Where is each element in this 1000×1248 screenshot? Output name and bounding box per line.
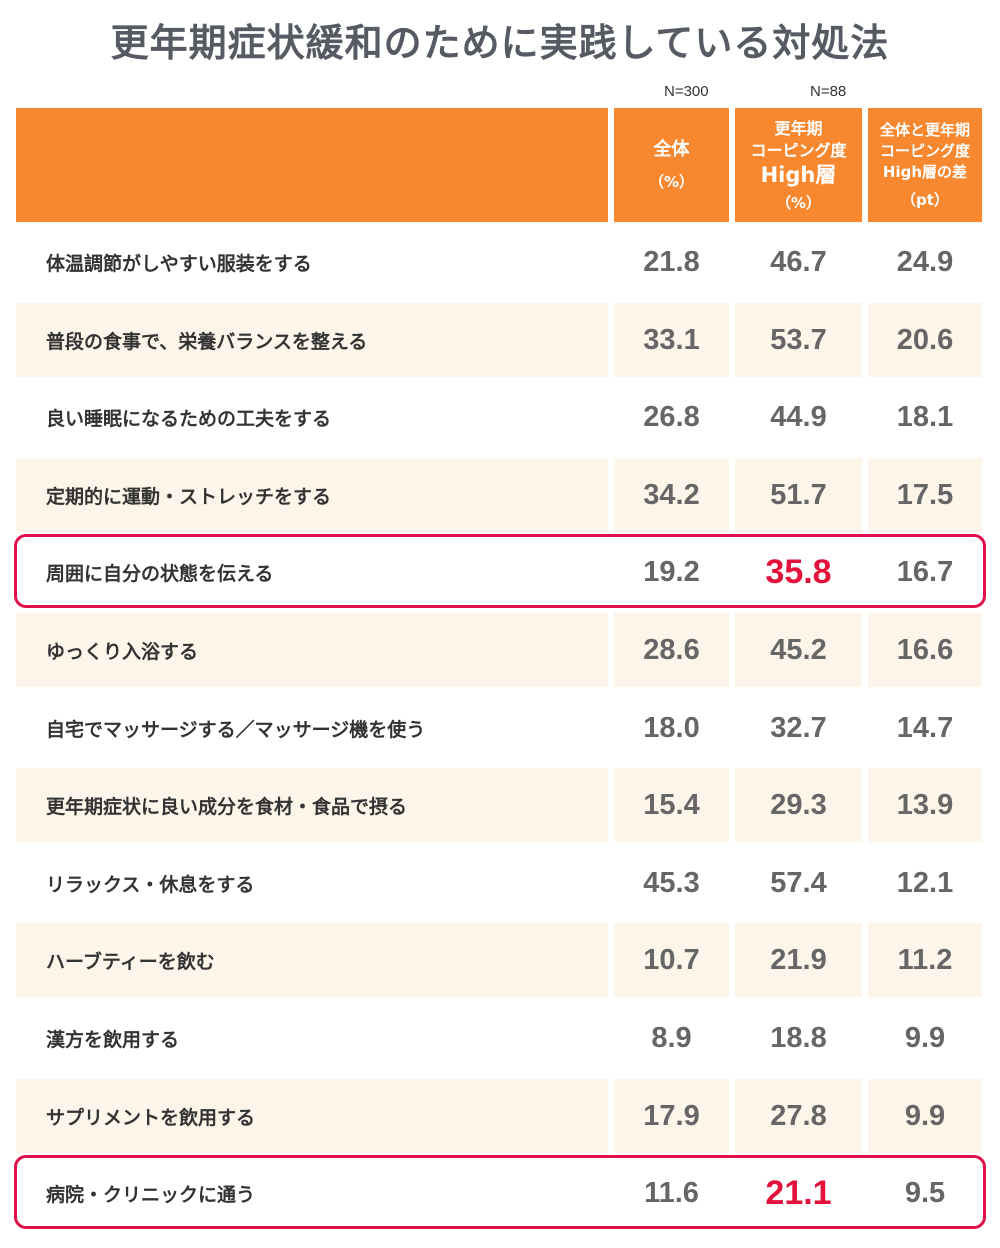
row-label: 普段の食事で、栄養バランスを整える [16, 303, 608, 377]
header-col-high: 更年期 コーピング度 High層 （%） [735, 108, 862, 222]
row-label: ゆっくり入浴する [16, 613, 608, 687]
row-label: リラックス・休息をする [16, 846, 608, 920]
value-all: 34.2 [614, 458, 729, 532]
highlight-box [14, 1155, 986, 1229]
header-col-high-title: 更年期 コーピング度 [750, 118, 847, 160]
n-high-label: N=88 [810, 83, 847, 100]
header-col-all-unit: （%） [648, 172, 695, 191]
value-high: 18.8 [735, 1001, 862, 1075]
value-high: 46.7 [735, 225, 862, 299]
row-label: 更年期症状に良い成分を食材・食品で摂る [16, 768, 608, 842]
value-diff: 9.5 [868, 1156, 982, 1230]
value-all: 17.9 [614, 1079, 729, 1153]
value-diff: 16.7 [868, 535, 982, 609]
value-diff: 16.6 [868, 613, 982, 687]
value-diff: 24.9 [868, 225, 982, 299]
value-diff: 20.6 [868, 303, 982, 377]
value-high: 21.1 [735, 1156, 862, 1230]
value-diff: 13.9 [868, 768, 982, 842]
header-col-diff-title: 全体と更年期 コーピング度 High層の差 [879, 121, 970, 181]
value-high: 45.2 [735, 613, 862, 687]
value-diff: 9.9 [868, 1001, 982, 1075]
value-all: 19.2 [614, 535, 729, 609]
value-all: 33.1 [614, 303, 729, 377]
row-label: サプリメントを飲用する [16, 1079, 608, 1153]
row-label: 漢方を飲用する [16, 1001, 608, 1075]
header-col-all-title: 全体 [653, 138, 690, 160]
value-diff: 17.5 [868, 458, 982, 532]
value-high: 29.3 [735, 768, 862, 842]
header-label-cell [16, 108, 608, 222]
value-all: 10.7 [614, 923, 729, 997]
value-all: 26.8 [614, 380, 729, 454]
value-high: 53.7 [735, 303, 862, 377]
value-high: 32.7 [735, 691, 862, 765]
value-all: 28.6 [614, 613, 729, 687]
header-col-all: 全体 （%） [614, 108, 729, 222]
value-high: 27.8 [735, 1079, 862, 1153]
value-high: 35.8 [735, 535, 862, 609]
value-all: 45.3 [614, 846, 729, 920]
value-all: 15.4 [614, 768, 729, 842]
value-diff: 18.1 [868, 380, 982, 454]
row-label: 病院・クリニックに通う [16, 1156, 608, 1230]
value-all: 8.9 [614, 1001, 729, 1075]
row-label: 自宅でマッサージする／マッサージ機を使う [16, 691, 608, 765]
row-label: 体温調節がしやすい服装をする [16, 225, 608, 299]
page-title: 更年期症状緩和のために実践している対処法 [110, 21, 890, 65]
header-col-diff: 全体と更年期 コーピング度 High層の差 （pt） [868, 108, 982, 222]
header-col-diff-unit: （pt） [901, 191, 949, 209]
value-diff: 14.7 [868, 691, 982, 765]
value-high: 21.9 [735, 923, 862, 997]
value-high: 51.7 [735, 458, 862, 532]
value-all: 18.0 [614, 691, 729, 765]
value-high: 57.4 [735, 846, 862, 920]
row-label: 周囲に自分の状態を伝える [16, 535, 608, 609]
value-diff: 12.1 [868, 846, 982, 920]
n-all-label: N=300 [664, 83, 709, 100]
row-label: ハーブティーを飲む [16, 923, 608, 997]
value-all: 11.6 [614, 1156, 729, 1230]
value-diff: 9.9 [868, 1079, 982, 1153]
row-label: 良い睡眠になるための工夫をする [16, 380, 608, 454]
value-high: 44.9 [735, 380, 862, 454]
value-diff: 11.2 [868, 923, 982, 997]
header-col-high-unit: （%） [775, 193, 822, 212]
value-all: 21.8 [614, 225, 729, 299]
highlight-box [14, 534, 986, 608]
row-label: 定期的に運動・ストレッチをする [16, 458, 608, 532]
header-col-high-title2: High層 [760, 162, 837, 187]
